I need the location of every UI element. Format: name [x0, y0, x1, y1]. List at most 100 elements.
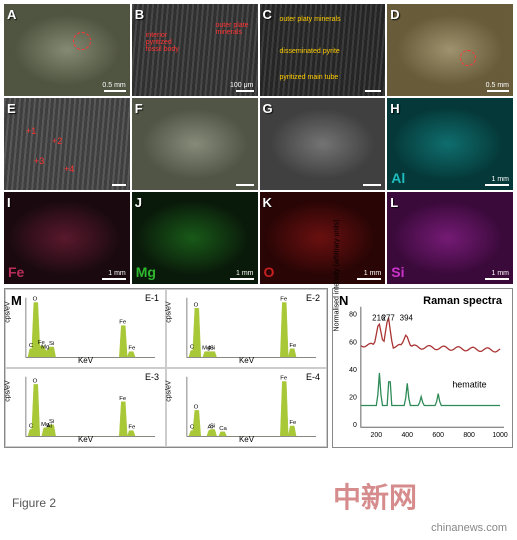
element-H: Al — [391, 170, 405, 186]
panel-F: F — [132, 98, 258, 190]
svg-text:Fe: Fe — [128, 346, 135, 352]
svg-text:Si: Si — [49, 419, 54, 425]
svg-text:40: 40 — [349, 367, 357, 374]
element-I: Fe — [8, 264, 24, 280]
svg-text:Fe: Fe — [280, 376, 287, 382]
svg-text:O: O — [33, 379, 38, 385]
svg-text:200: 200 — [371, 432, 383, 439]
chart-row: M OCFeMgSiFeFeE-1cps/eVKeVOCMgAlSiFeFeE-… — [4, 288, 513, 448]
ylabel: cps/eV — [5, 380, 12, 401]
panel-label-M: M — [11, 293, 22, 308]
watermark: chinanews.com — [431, 522, 507, 534]
svg-text:Fe: Fe — [289, 420, 296, 426]
panel-label-F: F — [135, 101, 143, 116]
svg-text:O: O — [194, 405, 199, 411]
panel-label-G: G — [263, 101, 273, 116]
raman-ylabel: Normalised intensity (arbitrary units) — [334, 219, 341, 331]
svg-text:Ca: Ca — [219, 426, 227, 432]
svg-text:80: 80 — [349, 312, 357, 319]
sub-label-E-2: E-2 — [306, 293, 320, 303]
scale-label-L: 1 mm — [492, 270, 510, 277]
annotation-C2: disseminated pyrite — [280, 48, 340, 55]
svg-text:600: 600 — [432, 432, 444, 439]
figure-container: A 0.5 mm B interior pyritized fossil bod… — [0, 0, 517, 452]
panel-label-N: N — [339, 293, 348, 308]
chart-M: M OCFeMgSiFeFeE-1cps/eVKeVOCMgAlSiFeFeE-… — [4, 288, 328, 448]
scale-bar-I — [102, 278, 126, 280]
svg-text:60: 60 — [349, 339, 357, 346]
raman-svg: 216277394hematite20040060080010000204060… — [333, 289, 512, 447]
svg-text:394: 394 — [400, 314, 414, 323]
annotation-B1: interior pyritized fossil body — [146, 32, 186, 53]
scale-bar-F — [236, 184, 254, 186]
element-J: Mg — [136, 264, 156, 280]
xlabel: KeV — [78, 435, 93, 444]
scale-label-A: 0.5 mm — [102, 82, 125, 89]
element-L: Si — [391, 264, 404, 280]
spectrum-E-4: OCAlSiCaFeFeE-4cps/eVKeV — [166, 368, 327, 447]
svg-text:277: 277 — [382, 314, 395, 323]
sub-label-E-4: E-4 — [306, 372, 320, 382]
panel-H: H Al 1 mm — [387, 98, 513, 190]
panel-label-I: I — [7, 195, 11, 210]
watermark-cn: 中新网 — [333, 476, 417, 516]
ylabel: cps/eV — [166, 380, 173, 401]
panel-J: J Mg 1 mm — [132, 192, 258, 284]
svg-text:800: 800 — [463, 432, 475, 439]
panel-K: K O 1 mm — [260, 192, 386, 284]
svg-text:20: 20 — [349, 395, 357, 402]
panel-label-A: A — [7, 7, 16, 22]
figure-caption: Figure 2 — [12, 496, 56, 510]
marker-circle — [73, 32, 91, 50]
svg-text:1000: 1000 — [492, 432, 508, 439]
scale-bar-C — [365, 90, 381, 92]
panel-label-L: L — [390, 195, 398, 210]
scale-bar-J — [230, 278, 254, 280]
scale-label-K: 1 mm — [364, 270, 382, 277]
chart-N: N Raman spectra 216277394hematite2004006… — [332, 288, 513, 448]
E-pt3: +3 — [34, 156, 44, 166]
xlabel: KeV — [239, 435, 254, 444]
panel-label-D: D — [390, 7, 399, 22]
xlabel: KeV — [78, 356, 93, 365]
scale-bar-H — [485, 184, 509, 186]
annotation-C3: pyritized main tube — [280, 74, 339, 81]
svg-text:400: 400 — [401, 432, 413, 439]
scale-bar-B — [236, 90, 254, 92]
panel-label-B: B — [135, 7, 144, 22]
svg-text:O: O — [194, 302, 199, 308]
panel-label-C: C — [263, 7, 272, 22]
scale-bar-K — [357, 278, 381, 280]
E-pt4: +4 — [64, 164, 74, 174]
panel-G: G — [260, 98, 386, 190]
svg-text:O: O — [33, 297, 38, 303]
spectrum-grid: OCFeMgSiFeFeE-1cps/eVKeVOCMgAlSiFeFeE-2c… — [5, 289, 327, 447]
annotation-C1: outer platy minerals — [280, 16, 341, 23]
panel-B: B interior pyritized fossil body outer p… — [132, 4, 258, 96]
svg-text:Si: Si — [49, 341, 54, 347]
sub-label-E-3: E-3 — [145, 372, 159, 382]
svg-text:Fe: Fe — [280, 297, 287, 303]
svg-text:Fe: Fe — [119, 320, 126, 326]
panel-L: L Si 1 mm — [387, 192, 513, 284]
scale-bar-G — [363, 184, 381, 186]
panel-I: I Fe 1 mm — [4, 192, 130, 284]
scale-label-I: 1 mm — [108, 270, 126, 277]
svg-text:Si: Si — [210, 346, 215, 352]
scale-label-J: 1 mm — [236, 270, 254, 277]
element-K: O — [264, 264, 275, 280]
panel-label-H: H — [390, 101, 399, 116]
spectrum-E-1: OCFeMgSiFeFeE-1cps/eVKeV — [5, 289, 166, 368]
scale-bar-L — [485, 278, 509, 280]
panel-D: D 0.5 mm — [387, 4, 513, 96]
svg-text:hematite: hematite — [452, 380, 486, 390]
svg-text:Si: Si — [210, 424, 215, 430]
svg-text:Fe: Fe — [119, 396, 126, 402]
ylabel: cps/eV — [166, 301, 173, 322]
panel-label-J: J — [135, 195, 142, 210]
panel-label-E: E — [7, 101, 16, 116]
scale-bar-A — [104, 90, 126, 92]
scale-label-B: 100 μm — [230, 82, 254, 89]
marker-circle-D — [460, 50, 476, 66]
spectrum-E-3: OCMgAlSiFeFeE-3cps/eVKeV — [5, 368, 166, 447]
